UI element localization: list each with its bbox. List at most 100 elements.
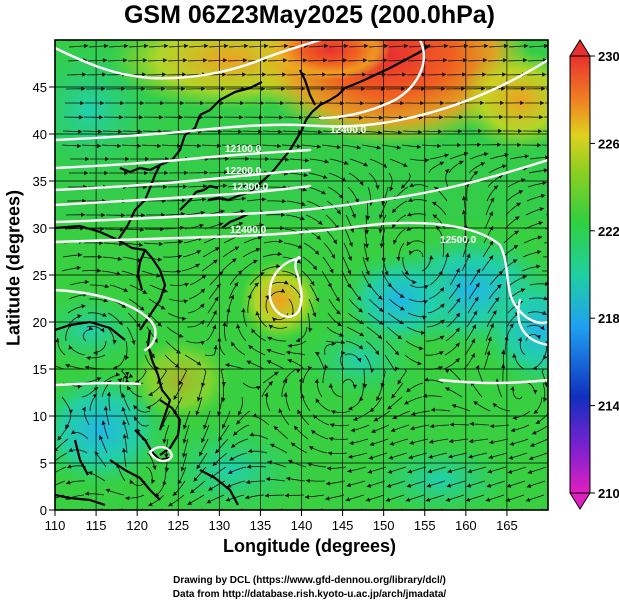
streamline-arrow	[146, 405, 151, 410]
streamline-arrow	[486, 350, 491, 356]
streamline-arrow	[82, 72, 87, 77]
streamline-arrow	[139, 306, 145, 311]
streamline-arrow	[400, 306, 405, 311]
streamline-arrow	[279, 115, 284, 120]
streamline-arrow	[524, 43, 529, 49]
streamline-arrow	[363, 58, 368, 63]
streamline-arrow	[542, 180, 547, 186]
streamline-arrow	[455, 358, 460, 363]
streamline-arrow	[524, 154, 529, 159]
map-title: GSM 06Z23May2025 (200.0hPa)	[123, 1, 496, 29]
x-axis-label: Longitude (degrees)	[222, 536, 396, 556]
streamline-arrow	[262, 72, 267, 77]
streamline-arrow	[84, 491, 90, 496]
streamline-arrow	[535, 419, 541, 424]
streamline-arrow	[103, 58, 108, 63]
streamline-arrow	[134, 416, 139, 421]
streamline-arrow	[510, 428, 516, 433]
streamline-arrow	[128, 373, 134, 378]
streamline-arrow	[561, 87, 565, 91]
streamline-arrow	[68, 345, 73, 350]
streamline-arrow	[231, 341, 236, 347]
streamline-arrow	[487, 336, 492, 342]
streamline-arrow	[139, 115, 144, 120]
streamline-arrow	[247, 294, 252, 299]
streamline-arrow	[138, 242, 144, 247]
streamline-arrow	[537, 235, 543, 240]
streamline	[144, 354, 156, 371]
streamline-arrow	[438, 129, 443, 134]
credit-data-source: Data from http://database.rish.kyoto-u.a…	[172, 589, 447, 600]
streamline-arrow	[280, 100, 285, 106]
streamline-arrow	[219, 115, 224, 120]
x-tick-label: 165	[496, 518, 518, 533]
streamline-arrow	[342, 72, 347, 77]
streamline-arrow	[157, 322, 162, 327]
streamline-arrow	[441, 238, 446, 243]
streamline-arrow	[244, 43, 249, 49]
streamline-arrow	[358, 308, 363, 313]
streamline-arrow	[49, 472, 54, 476]
credit-drawing: Drawing by DCL (https://www.gfd-dennou.o…	[173, 575, 446, 586]
streamline-arrow	[213, 345, 218, 350]
streamline-arrow	[537, 143, 542, 148]
streamline-arrow	[362, 384, 368, 389]
streamline-arrow	[140, 227, 145, 232]
streamline-arrow	[516, 202, 521, 207]
streamline-arrow	[489, 211, 493, 216]
streamline-arrow	[382, 163, 387, 168]
streamline-arrow	[441, 86, 446, 91]
streamline-arrow	[489, 240, 494, 246]
streamline-arrow	[428, 454, 433, 459]
y-tick-label: 30	[33, 221, 47, 236]
streamline-arrow	[526, 483, 532, 488]
streamline-arrow	[200, 303, 205, 309]
streamline-arrow	[226, 308, 231, 313]
streamline-arrow	[328, 383, 333, 388]
streamline-arrow	[164, 454, 169, 459]
x-axis: 110 115 120 125 130 135 140 145 150 155 160 165	[45, 510, 518, 533]
streamline-arrow	[403, 162, 408, 167]
streamline-arrow	[559, 240, 563, 244]
streamline-arrow	[391, 393, 396, 399]
streamline-arrow	[241, 308, 246, 313]
streamline-arrow	[509, 323, 514, 328]
streamline-arrow	[388, 455, 394, 460]
streamline-arrow	[118, 242, 124, 247]
contour-label: 12400.0	[230, 225, 267, 236]
streamline-arrow	[444, 153, 449, 158]
streamline-arrow	[365, 512, 369, 516]
streamline-arrow	[463, 223, 468, 228]
streamline-arrow	[474, 296, 479, 302]
streamline-arrow	[183, 299, 188, 304]
streamline-arrow	[203, 424, 208, 430]
streamline-arrow	[101, 420, 106, 425]
streamline-arrow	[307, 366, 313, 371]
streamline	[550, 285, 568, 292]
y-tick-label: 40	[33, 127, 47, 142]
streamline-arrow	[166, 514, 171, 518]
streamline-arrow	[125, 156, 130, 162]
streamline-arrow	[78, 129, 83, 134]
streamline-arrow	[77, 314, 82, 319]
streamline-arrow	[238, 410, 242, 416]
streamline-arrow	[517, 337, 522, 342]
streamline-arrow	[324, 159, 329, 164]
streamline-arrow	[522, 275, 527, 280]
streamline	[55, 452, 68, 462]
streamline-arrow	[88, 471, 93, 476]
streamline-arrow	[337, 322, 342, 326]
streamline-arrow	[182, 316, 187, 321]
streamline-arrow	[352, 384, 358, 389]
streamline-arrow	[283, 392, 288, 397]
streamline-arrow	[503, 58, 508, 63]
streamline-arrow	[471, 338, 476, 344]
streamline-arrow	[200, 288, 205, 294]
streamline-arrow	[544, 281, 548, 286]
streamline-arrow	[67, 464, 72, 469]
streamline-arrow	[502, 72, 507, 77]
streamline-arrow	[156, 273, 161, 278]
streamline-arrow	[248, 448, 253, 453]
streamline-arrow	[327, 451, 333, 456]
streamline-arrow	[540, 193, 546, 199]
